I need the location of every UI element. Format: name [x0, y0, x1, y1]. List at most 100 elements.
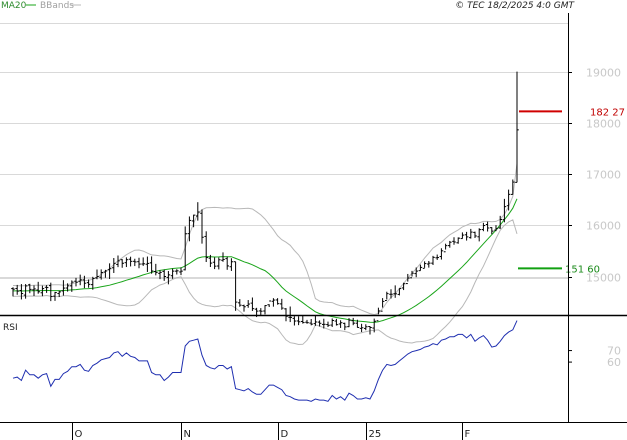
ohlc-bar — [464, 231, 469, 241]
ohlc-bar — [162, 269, 166, 281]
ohlc-bar — [380, 298, 385, 312]
ohlc-bar — [443, 243, 448, 253]
ohlc-bar — [422, 261, 427, 269]
ohlc-bar — [78, 274, 82, 286]
ohlc-bar — [158, 270, 162, 280]
ohlc-bar — [183, 226, 187, 271]
ohlc-bar — [351, 317, 355, 326]
ohlc-bar — [225, 256, 229, 270]
ohlc-bar — [238, 299, 242, 307]
rsi-ytick-label: 70 — [607, 345, 621, 358]
rsi-ytick-label: 60 — [607, 356, 621, 369]
ohlc-bar — [368, 326, 372, 335]
ohlc-bar — [334, 318, 339, 326]
ohlc-bar — [259, 308, 263, 315]
x-tick-label: O — [75, 429, 83, 440]
ohlc-bar — [91, 276, 95, 290]
ohlc-bar — [200, 209, 204, 244]
ohlc-bar — [145, 256, 150, 272]
ohlc-bar — [263, 305, 267, 315]
ohlc-bar — [196, 202, 200, 221]
ohlc-bar — [187, 216, 192, 242]
ohlc-bar — [498, 215, 502, 229]
ohlc-bar — [233, 261, 238, 311]
bb-lower-line — [12, 219, 518, 346]
ohlc-bar — [343, 322, 347, 331]
ohlc-bar — [469, 228, 473, 239]
ohlc-bar — [246, 300, 250, 308]
ohlc-bar — [149, 256, 154, 274]
ohlc-bar — [418, 264, 423, 272]
ohlc-bar — [61, 280, 66, 296]
copyright-notice: © TEC 18/2/2025 4:0 GMT — [455, 1, 575, 11]
ohlc-bar — [481, 222, 486, 232]
x-tick-label: 25 — [369, 429, 382, 440]
ohlc-bar — [309, 318, 313, 326]
ohlc-bar — [99, 269, 103, 280]
ohlc-bar — [364, 324, 368, 331]
ohlc-bar — [284, 308, 288, 322]
ohlc-bar — [32, 285, 36, 297]
ohlc-bar — [427, 260, 431, 268]
x-tick-label: F — [465, 429, 471, 440]
ohlc-bar — [112, 258, 116, 273]
ohlc-bar — [166, 271, 171, 285]
ohlc-bar — [204, 231, 208, 263]
legend-bbands: BBands — [40, 1, 74, 11]
ohlc-bar — [456, 237, 460, 244]
resistance-label: 182 27 — [590, 107, 625, 118]
ohlc-bar — [452, 237, 456, 245]
ohlc-bar — [175, 269, 179, 275]
ohlc-bar — [511, 179, 515, 195]
ohlc-bar — [120, 259, 124, 268]
ohlc-bar — [191, 214, 196, 228]
ohlc-bar — [280, 298, 284, 310]
price-gridlines — [0, 23, 568, 279]
ohlc-bar — [414, 267, 418, 278]
ohlc-bar — [44, 285, 49, 293]
ohlc-bar — [154, 263, 158, 276]
ohlc-bar — [242, 304, 246, 312]
ohlc-bar — [338, 320, 343, 328]
ohlc-bar — [275, 298, 280, 305]
ohlc-bar — [141, 257, 145, 266]
price-panel: 15000 16000 17000 18000 19000 182 27 151 60 — [0, 13, 627, 346]
price-panel-frame — [0, 13, 568, 315]
ohlc-bar — [448, 240, 452, 248]
ohlc-bar — [28, 283, 32, 294]
rsi-line — [12, 320, 518, 402]
ohlc-bar — [82, 275, 87, 289]
ohlc-bar — [431, 255, 435, 265]
ohlc-bar — [460, 232, 465, 240]
ohlc-bar — [137, 257, 141, 269]
ohlc-bar — [49, 282, 53, 302]
x-axis: O N D 25 F — [0, 422, 627, 440]
ohlc-bar — [179, 267, 183, 276]
price-ytick-label: 18000 — [586, 118, 621, 131]
x-tick-label: N — [184, 429, 191, 440]
ohlc-bar — [397, 288, 402, 296]
ohlc-bar — [401, 282, 406, 291]
ohlc-bar — [221, 252, 225, 262]
support-label: 151 60 — [565, 264, 600, 275]
ohlc-bar — [322, 318, 326, 329]
ohlc-bar — [477, 228, 481, 242]
ohlc-bar — [128, 256, 133, 267]
ohlc-bar — [410, 270, 414, 279]
ohlc-bar — [19, 284, 24, 300]
ohlc-bar — [74, 277, 78, 287]
ohlc-bar — [70, 280, 74, 292]
ohlc-bar — [473, 231, 477, 239]
price-ytick-label: 16000 — [586, 220, 621, 233]
ohlc-bar — [376, 307, 381, 322]
ohlc-bar — [124, 257, 129, 268]
ohlc-bar — [116, 255, 120, 268]
ohlc-bar — [133, 258, 137, 267]
rsi-label: RSI — [3, 323, 18, 333]
ohlc-bar — [53, 291, 57, 301]
ohlc-bar — [292, 316, 297, 326]
ohlc-bar — [305, 319, 309, 324]
ohlc-bar — [385, 291, 389, 302]
